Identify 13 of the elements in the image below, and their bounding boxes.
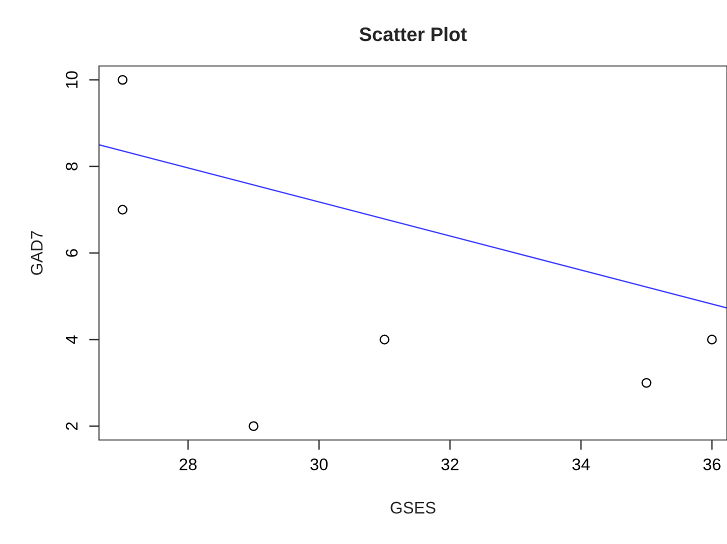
x-tick-label: 30 (310, 458, 328, 470)
y-tick-label: 2 (66, 422, 78, 430)
y-tick-label: 4 (66, 335, 78, 344)
x-tick-label: 32 (441, 458, 458, 470)
chart-title: Scatter Plot (360, 26, 467, 42)
x-tick-label: 36 (703, 458, 720, 470)
x-axis-title: GSES (390, 502, 436, 514)
y-axis-title: GAD7 (30, 231, 43, 275)
x-tick-label: 34 (572, 458, 590, 470)
x-tick-label: 28 (180, 458, 197, 470)
y-tick-label: 6 (66, 249, 78, 257)
y-tick-label: 10 (66, 71, 78, 88)
y-tick-label: 8 (66, 162, 78, 170)
